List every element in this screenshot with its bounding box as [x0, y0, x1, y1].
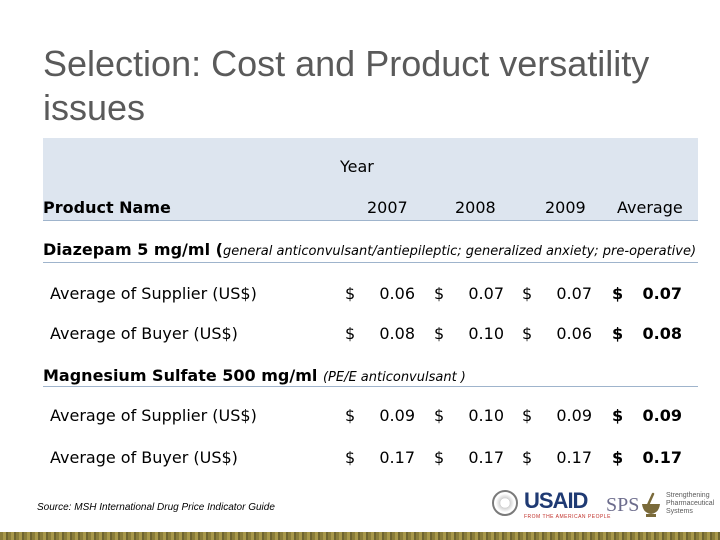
value-2008: 0.10	[468, 406, 504, 425]
product-name: Magnesium Sulfate 500 mg/ml	[43, 366, 323, 385]
currency-symbol: $	[612, 448, 624, 467]
value-2009: 0.07	[556, 284, 592, 303]
currency-symbol: $	[345, 448, 356, 467]
currency-symbol: $	[434, 448, 445, 467]
row-label-supplier: Average of Supplier (US$)	[50, 284, 257, 303]
sps-tagline: Strengthening Pharmaceutical Systems	[666, 492, 715, 515]
currency-symbol: $	[522, 448, 533, 467]
currency-symbol: $	[612, 406, 624, 425]
section-title-diazepam: Diazepam 5 mg/ml (general anticonvulsant…	[43, 240, 696, 259]
section-divider	[43, 386, 698, 387]
value-2008: 0.17	[468, 448, 504, 467]
row-label-buyer: Average of Buyer (US$)	[50, 448, 238, 467]
currency-symbol: $	[345, 284, 356, 303]
product-description: general anticonvulsant/antiepileptic; ge…	[222, 244, 697, 259]
value-2009: 0.09	[556, 406, 592, 425]
year-header: Year	[340, 157, 374, 176]
column-header-2007: 2007	[367, 198, 408, 217]
currency-symbol: $	[345, 406, 356, 425]
usaid-logo: USAID	[524, 488, 588, 513]
currency-symbol: $	[434, 324, 445, 343]
value-2007: 0.08	[379, 324, 415, 343]
column-header-2009: 2009	[545, 198, 586, 217]
product-name: Diazepam 5 mg/ml (	[43, 240, 223, 259]
product-description: (PE/E anticonvulsant )	[322, 370, 466, 385]
value-2008: 0.10	[468, 324, 504, 343]
column-header-2008: 2008	[455, 198, 496, 217]
row-label-buyer: Average of Buyer (US$)	[50, 324, 238, 343]
currency-symbol: $	[612, 324, 624, 343]
currency-symbol: $	[522, 406, 533, 425]
value-2007: 0.17	[379, 448, 415, 467]
value-2007: 0.06	[379, 284, 415, 303]
value-average: 0.08	[642, 324, 682, 343]
currency-symbol: $	[345, 324, 356, 343]
mortar-pestle-icon	[642, 492, 660, 517]
source-note: Source: MSH International Drug Price Ind…	[37, 502, 275, 513]
usaid-tagline: FROM THE AMERICAN PEOPLE	[524, 514, 611, 520]
logo-strip: USAID FROM THE AMERICAN PEOPLE SPS Stren…	[490, 488, 715, 524]
currency-symbol: $	[522, 324, 533, 343]
column-header-average: Average	[617, 198, 683, 217]
section-title-magnesium-sulfate: Magnesium Sulfate 500 mg/ml (PE/E antico…	[43, 366, 466, 385]
currency-symbol: $	[434, 284, 445, 303]
currency-symbol: $	[522, 284, 533, 303]
currency-symbol: $	[612, 284, 624, 303]
currency-symbol: $	[434, 406, 445, 425]
value-2009: 0.06	[556, 324, 592, 343]
value-2008: 0.07	[468, 284, 504, 303]
slide-title: Selection: Cost and Product versatility …	[43, 43, 650, 128]
product-name-header: Product Name	[43, 198, 171, 217]
sps-logo: SPS	[606, 494, 640, 516]
section-divider	[43, 262, 698, 263]
value-average: 0.17	[642, 448, 682, 467]
footer-band	[0, 532, 720, 540]
value-average: 0.07	[642, 284, 682, 303]
value-2007: 0.09	[379, 406, 415, 425]
value-2009: 0.17	[556, 448, 592, 467]
row-label-supplier: Average of Supplier (US$)	[50, 406, 257, 425]
header-divider	[43, 220, 698, 221]
table-header-background	[43, 138, 698, 221]
usaid-seal-icon	[492, 490, 518, 516]
value-average: 0.09	[642, 406, 682, 425]
